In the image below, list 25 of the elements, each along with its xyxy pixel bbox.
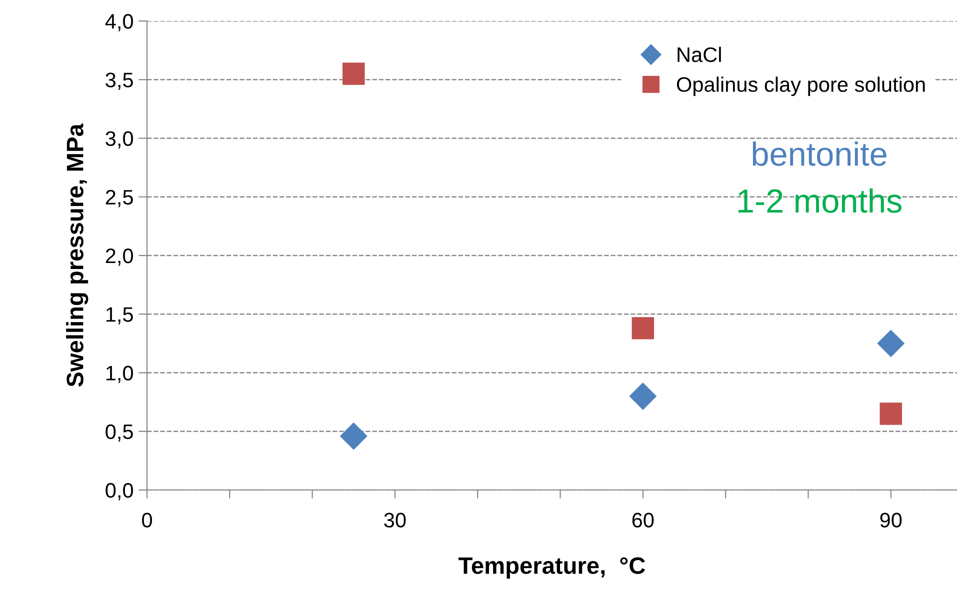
y-tick-label: 1,0 [106,366,133,383]
y-tick-label: 0,0 [106,483,133,500]
point [877,330,904,357]
y-tick-label: 2,0 [106,248,133,266]
y-axis-title: Swelling pressure, MPa [66,123,88,387]
annotation: bentonite [752,141,886,166]
x-tick-label: 90 [880,512,902,528]
legend-label: Opalinus clay pore solution [676,76,925,96]
y-tick-label: 3,5 [106,72,133,90]
point [629,382,656,410]
y-tick-label: 3,0 [106,131,133,148]
point [342,62,365,85]
x-tick-label: 60 [632,512,654,528]
x-tick-label: 30 [384,512,406,528]
point [632,317,654,340]
legend-label: NaCl [678,46,721,62]
point [880,402,902,425]
y-tick-label: 0,5 [106,424,133,442]
annotation: 1-2 months [738,188,902,213]
y-tick-label: 2,5 [106,190,133,208]
x-axis-title: Temperature, °C [458,557,646,579]
x-tick-label: 0 [142,512,152,528]
point [340,422,368,450]
y-tick-label: 4,0 [105,14,133,32]
y-tick-label: 1,5 [106,307,133,324]
